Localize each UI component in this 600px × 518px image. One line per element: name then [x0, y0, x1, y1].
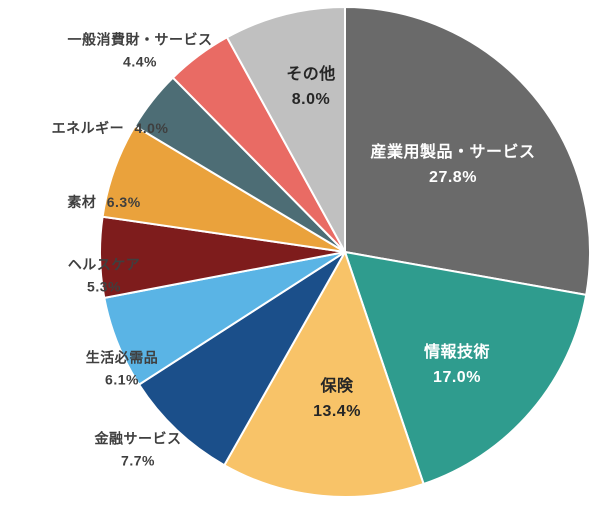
slice-label-other: その他 8.0%: [286, 63, 336, 113]
slice-percent: 6.1%: [105, 371, 139, 387]
slice-name: 生活必需品: [85, 349, 159, 366]
slice-name: 金融サービス: [94, 430, 182, 447]
slice-label-financial-services: 金融サービス 7.7%: [95, 428, 182, 471]
slice-name: ヘルスケア: [67, 256, 141, 273]
slice-label-consumer-discretionary: 一般消費財・サービス 4.4%: [68, 29, 213, 72]
pie-slice-other: [226, 6, 346, 253]
slice-percent: 7.7%: [121, 452, 155, 468]
slice-percent: 8.0%: [291, 91, 331, 108]
slice-label-consumer-staples: 生活必需品 6.1%: [86, 347, 159, 390]
slice-name: 保険: [320, 378, 354, 396]
pie-slice-financial-services: [138, 251, 346, 467]
slice-name: 情報技術: [423, 344, 491, 362]
pie-slice-information-technology: [344, 251, 588, 485]
slice-name: その他: [286, 66, 336, 84]
slice-percent: 5.3%: [87, 278, 121, 294]
slice-percent: 27.8%: [429, 169, 477, 186]
slice-percent: 4.0%: [134, 120, 169, 137]
slice-percent: 17.0%: [433, 369, 481, 386]
slice-label-materials: 素材 6.3%: [64, 192, 143, 214]
slice-label-insurance: 保険 13.4%: [313, 375, 361, 425]
pie-slice-industrial-products-services: [344, 6, 591, 296]
slice-label-energy: エネルギー 4.0%: [49, 118, 172, 140]
slice-name: エネルギー: [51, 120, 125, 137]
slice-label-healthcare: ヘルスケア 5.3%: [68, 254, 141, 297]
pie-slice-insurance: [223, 251, 425, 498]
slice-percent: 13.4%: [313, 403, 361, 420]
slice-name: 一般消費財・サービス: [67, 31, 213, 48]
slice-percent: 6.3%: [106, 194, 141, 211]
slice-label-industrial-products-services: 産業用製品・サービス 27.8%: [370, 141, 535, 191]
slice-name: 素材: [67, 194, 97, 211]
slice-name: 産業用製品・サービス: [370, 144, 536, 162]
slice-percent: 4.4%: [123, 53, 157, 69]
slice-label-information-technology: 情報技術 17.0%: [424, 341, 490, 391]
